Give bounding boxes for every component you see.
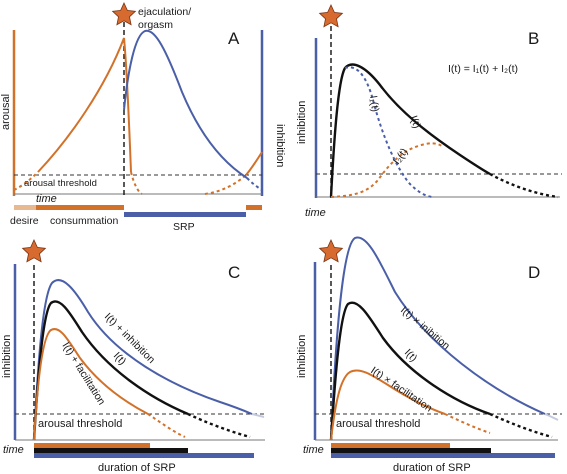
- panel-c-lower-tail-dashed: [147, 413, 186, 438]
- panel-c-total-bar: [34, 448, 188, 453]
- panel-a-threshold-label: arousal threshold: [24, 178, 97, 189]
- panel-d-total-bar: [331, 448, 491, 453]
- panel-b: B I(t) = I₁(t) + I₂(t) inhibition I(t) I…: [296, 4, 562, 219]
- panel-d-mid-tail-dashed: [489, 412, 553, 439]
- panel-d-ylabel: inhibition: [296, 335, 308, 378]
- panel-d-xlabel: duration of SRP: [393, 462, 471, 474]
- panel-d-upper-curve: [330, 236, 546, 441]
- panel-a-event-label-line2: orgasm: [138, 19, 173, 31]
- panel-d-upper-curve-label: I(t) × inibition: [398, 304, 452, 352]
- panel-a-arousal-curve: [37, 37, 132, 173]
- panel-d-time-label: time: [303, 444, 324, 456]
- panel-d-threshold-label: arousal threshold: [336, 418, 420, 430]
- panel-a-star-icon: [112, 2, 136, 26]
- panel-d: D inhibition I(t) × inibition I(t) I(t) …: [296, 236, 562, 474]
- panel-a-arousal-curve-dashed: [13, 171, 39, 191]
- panel-a-event-label-line1: ejaculation/: [138, 6, 191, 18]
- panel-a-desire-bar-fade: [14, 205, 36, 210]
- panel-a-desire-label: desire: [10, 215, 39, 227]
- panel-d-label: D: [528, 263, 540, 282]
- panel-b-label: B: [528, 29, 539, 48]
- panel-c-arousal-bar: [34, 443, 150, 448]
- panel-a-recovery-bar: [246, 205, 262, 210]
- panel-d-lower-tail-dashed: [444, 413, 491, 434]
- panel-a-consummation-label: consummation: [50, 215, 118, 227]
- panel-c-threshold-label: arousal threshold: [38, 418, 122, 430]
- panel-a-consummation-bar: [36, 205, 124, 210]
- panel-c-star-icon: [22, 239, 46, 263]
- panel-c-lower-curve-label: I(t) + facilitation: [59, 340, 107, 407]
- panel-b-ylabel: inhibition: [296, 101, 308, 144]
- panel-a-inhibition-curve: [123, 29, 248, 179]
- panel-c-mid-curve: [32, 300, 189, 441]
- panel-c-mid-tail-dashed: [187, 412, 251, 439]
- panel-b-i1-curve-dashed: [344, 66, 433, 198]
- panel-c-inhibition-bar: [34, 453, 254, 458]
- panel-a-srp-label: SRP: [173, 221, 195, 233]
- panel-c-label: C: [228, 263, 240, 282]
- panel-a-time-label: time: [36, 193, 57, 205]
- panel-d-lower-curve-label: I(t) × facilitation: [368, 365, 434, 415]
- panel-b-star-icon: [319, 4, 343, 28]
- panel-a-arousal-return: [245, 151, 263, 176]
- panel-b-total-curve: [329, 63, 491, 198]
- panel-b-curve-i-label: I(t): [407, 114, 423, 130]
- panel-a-arousal-return-dashed: [204, 174, 247, 195]
- panel-c: C inhibition I(t) + inhibition I(t) I(t)…: [1, 239, 266, 474]
- panel-d-mid-curve: [329, 301, 491, 441]
- panel-d-arousal-bar: [331, 443, 450, 448]
- panel-c-time-label: time: [3, 444, 24, 456]
- panel-b-total-tail-dashed: [489, 172, 559, 199]
- panel-b-equation: I(t) = I₁(t) + I₂(t): [448, 63, 518, 75]
- panel-d-upper-tail-fade: [544, 413, 559, 421]
- panel-a-ylabel-right: inhibition: [274, 124, 286, 167]
- panel-a: ejaculation/ orgasm A arousal inhibition…: [0, 2, 286, 233]
- panel-b-curve-i1-label: I₁(t): [367, 95, 381, 113]
- panel-a-inhibition-tail-dashed: [246, 177, 263, 191]
- panel-c-upper-curve: [33, 279, 253, 441]
- panel-a-ylabel-left: arousal: [0, 94, 12, 130]
- panel-d-inhibition-bar: [331, 453, 555, 458]
- panel-b-curve-i2-label: I₂(t): [391, 146, 411, 167]
- panel-d-lower-curve: [330, 369, 446, 441]
- panel-c-upper-tail-fade: [251, 413, 265, 418]
- panel-d-star-icon: [319, 239, 343, 263]
- panel-b-time-label: time: [305, 207, 326, 219]
- panel-a-label: A: [228, 29, 240, 48]
- panel-c-lower-curve: [33, 328, 149, 441]
- panel-c-xlabel: duration of SRP: [98, 462, 176, 474]
- panel-a-srp-bar: [124, 212, 246, 217]
- panel-b-i2-curve-dashed: [330, 142, 443, 198]
- panel-c-ylabel: inhibition: [1, 335, 13, 378]
